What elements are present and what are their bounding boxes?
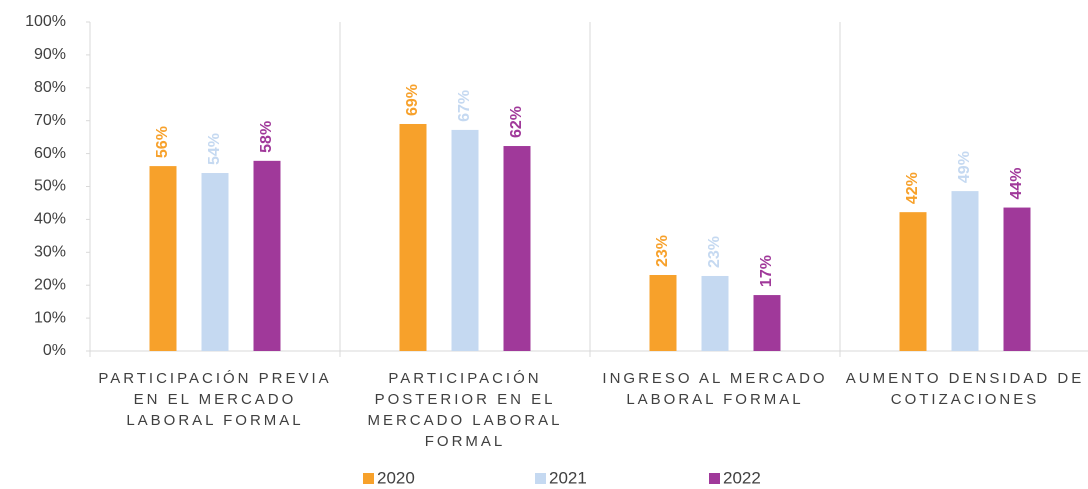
legend-label: 2020: [377, 468, 415, 487]
bar: [899, 212, 927, 351]
y-tick-label: 70%: [34, 112, 66, 129]
data-label: 54%: [206, 133, 223, 165]
bar: [451, 129, 479, 351]
y-tick-label: 100%: [25, 13, 66, 30]
x-tick-label: AUMENTO DENSIDAD DE COTIZACIONES: [845, 370, 1085, 408]
y-tick-label: 90%: [34, 46, 66, 63]
y-tick-label: 60%: [34, 145, 66, 162]
y-tick-label: 40%: [34, 211, 66, 228]
legend-swatch: [709, 473, 720, 484]
legend-swatch: [363, 473, 374, 484]
bar: [701, 275, 729, 351]
y-tick-label: 0%: [43, 342, 66, 359]
bar: [503, 146, 531, 351]
data-label: 23%: [654, 235, 671, 267]
data-label: 44%: [1008, 168, 1025, 200]
bar: [753, 295, 781, 351]
y-tick-label: 80%: [34, 79, 66, 96]
data-label: 56%: [154, 126, 171, 158]
legend-label: 2021: [549, 468, 587, 487]
y-tick-label: 30%: [34, 244, 66, 261]
bar: [253, 160, 281, 351]
data-label: 62%: [508, 106, 525, 138]
bar: [649, 275, 677, 351]
y-tick-label: 10%: [34, 309, 66, 326]
bar: [951, 191, 979, 351]
x-tick-label: PARTICIPACIÓN PREVIA EN EL MERCADO LABOR…: [98, 370, 332, 429]
bar: [1003, 207, 1031, 351]
data-label: 42%: [904, 172, 921, 204]
data-label: 58%: [258, 121, 275, 153]
data-label: 67%: [456, 90, 473, 122]
data-label: 49%: [956, 151, 973, 183]
y-tick-label: 20%: [34, 276, 66, 293]
x-tick-label: INGRESO AL MERCADO LABORAL FORMAL: [602, 370, 828, 408]
data-label: 69%: [404, 84, 421, 116]
legend-label: 2022: [723, 468, 761, 487]
legend-swatch: [535, 473, 546, 484]
bar: [399, 123, 427, 352]
data-label: 17%: [758, 255, 775, 287]
y-tick-label: 50%: [34, 178, 66, 195]
bar: [149, 166, 177, 351]
data-label: 23%: [706, 236, 723, 268]
bar: [201, 173, 229, 351]
x-tick-label: PARTICIPACIÓN POSTERIOR EN EL MERCADO LA…: [367, 370, 563, 450]
